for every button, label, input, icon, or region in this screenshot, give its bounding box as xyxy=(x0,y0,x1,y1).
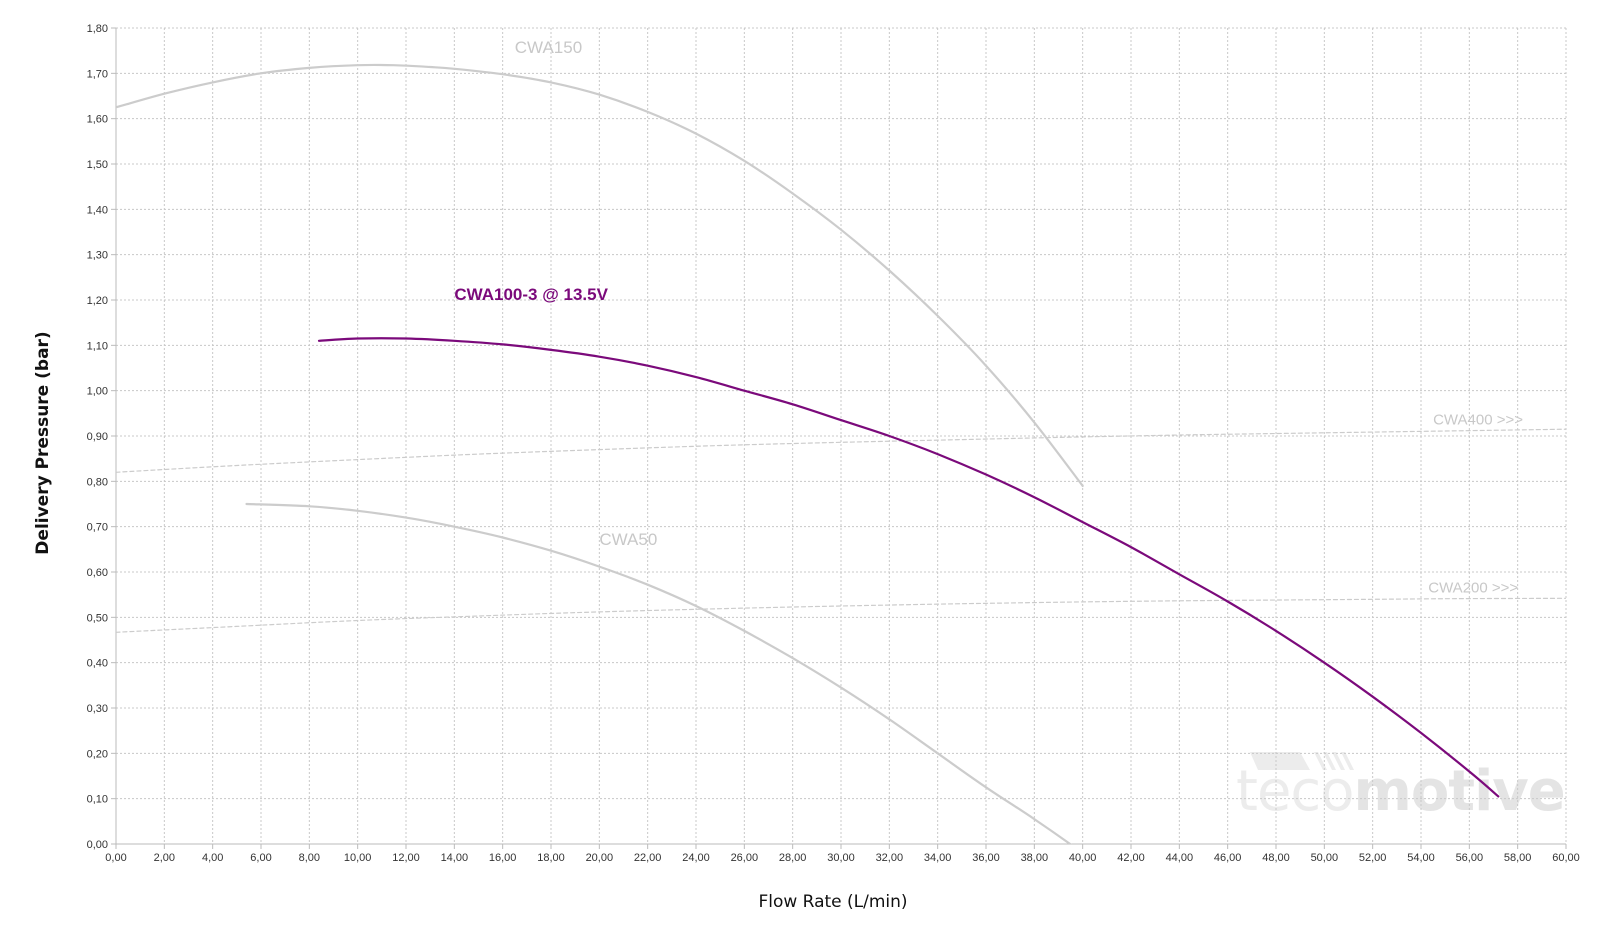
watermark-stripe xyxy=(1323,752,1336,770)
x-tick-label: 18,00 xyxy=(537,852,565,864)
y-tick-label: 1,40 xyxy=(87,204,108,216)
x-tick-label: 26,00 xyxy=(731,852,759,864)
x-tick-label: 34,00 xyxy=(924,852,952,864)
x-tick-label: 54,00 xyxy=(1407,852,1435,864)
annotations: CWA100-3 @ 13.5V CWA150 CWA50 CWA400 >>> CWA… xyxy=(454,38,1523,596)
watermark-stripe xyxy=(1314,752,1327,770)
y-tick-label: 0,40 xyxy=(87,658,108,670)
x-tick-label: 16,00 xyxy=(489,852,517,864)
y-tick-label: 0,30 xyxy=(87,703,108,715)
annotation-label: CWA100-3 @ 13.5V xyxy=(454,285,608,304)
y-tick-label: 1,50 xyxy=(87,159,108,171)
x-tick-label: 58,00 xyxy=(1504,852,1532,864)
grid xyxy=(115,27,1567,845)
x-tick-label: 40,00 xyxy=(1069,852,1097,864)
y-tick-label: 1,10 xyxy=(87,340,108,352)
series-line-cwa100-3-13-5v xyxy=(317,337,1500,798)
y-tick-label: 0,10 xyxy=(87,794,108,806)
x-tick-label: 44,00 xyxy=(1166,852,1194,864)
x-tick-label: 28,00 xyxy=(779,852,807,864)
x-tick-label: 32,00 xyxy=(876,852,904,864)
x-tick-label: 30,00 xyxy=(827,852,855,864)
y-tick-label: 0,50 xyxy=(87,612,108,624)
watermark-suffix: motive xyxy=(1353,759,1564,824)
y-tick-label: 0,70 xyxy=(87,522,108,534)
x-tick-label: 12,00 xyxy=(392,852,420,864)
x-tick-label: 56,00 xyxy=(1456,852,1484,864)
x-tick-label: 48,00 xyxy=(1262,852,1290,864)
series-line-cwa150 xyxy=(116,63,1084,487)
x-tick-label: 42,00 xyxy=(1117,852,1145,864)
series-group xyxy=(116,63,1566,844)
x-tick-label: 50,00 xyxy=(1311,852,1339,864)
watermark-text: tecomotive xyxy=(1236,759,1565,824)
watermark-stripe xyxy=(1250,752,1310,770)
watermark-stripe xyxy=(1341,752,1354,770)
series-line-cwa400 xyxy=(116,428,1566,473)
y-tick-label: 1,30 xyxy=(87,250,108,262)
y-tick-label: 1,80 xyxy=(87,23,108,35)
x-tick-label: 14,00 xyxy=(441,852,469,864)
x-tick-label: 24,00 xyxy=(682,852,710,864)
y-tick-label: 1,20 xyxy=(87,295,108,307)
x-tick-label: 46,00 xyxy=(1214,852,1242,864)
x-tick-label: 10,00 xyxy=(344,852,372,864)
y-tick-label: 0,90 xyxy=(87,431,108,443)
x-tick-label: 6,00 xyxy=(250,852,271,864)
x-tick-label: 36,00 xyxy=(972,852,1000,864)
x-tick-label: 8,00 xyxy=(299,852,320,864)
y-tick-label: 0,20 xyxy=(87,748,108,760)
x-tick-label: 60,00 xyxy=(1552,852,1580,864)
series-line-cwa50 xyxy=(245,502,1072,844)
x-tick-label: 0,00 xyxy=(105,852,126,864)
x-tick-label: 4,00 xyxy=(202,852,223,864)
annotation-label: CWA200 >>> xyxy=(1428,579,1518,596)
x-axis-label: Flow Rate (L/min) xyxy=(758,892,907,912)
annotation-label: CWA50 xyxy=(599,530,657,549)
x-tick-label: 38,00 xyxy=(1021,852,1049,864)
x-tick-label: 52,00 xyxy=(1359,852,1387,864)
axes: 0,00 2,00 4,00 6,00 8,00 10,00 12,00 14,00 16,00… xyxy=(87,23,1580,864)
annotation-label: CWA400 >>> xyxy=(1433,412,1523,429)
y-tick-label: 0,80 xyxy=(87,476,108,488)
y-tick-label: 0,00 xyxy=(87,839,108,851)
watermark-prefix: teco xyxy=(1236,759,1353,824)
y-tick-label: 1,70 xyxy=(87,68,108,80)
series-line-cwa200 xyxy=(116,597,1566,633)
watermark-stripe xyxy=(1332,752,1345,770)
y-tick-label: 1,60 xyxy=(87,114,108,126)
watermark-stripes xyxy=(1250,752,1354,770)
y-tick-label: 0,60 xyxy=(87,567,108,579)
watermark-logo: tecomotive xyxy=(1236,752,1566,824)
x-tick-label: 20,00 xyxy=(586,852,614,864)
y-axis-label: Delivery Pressure (bar) xyxy=(33,331,53,554)
annotation-label: CWA150 xyxy=(515,38,582,57)
x-tick-label: 2,00 xyxy=(154,852,175,864)
x-tick-label: 22,00 xyxy=(634,852,662,864)
y-tick-label: 1,00 xyxy=(87,386,108,398)
